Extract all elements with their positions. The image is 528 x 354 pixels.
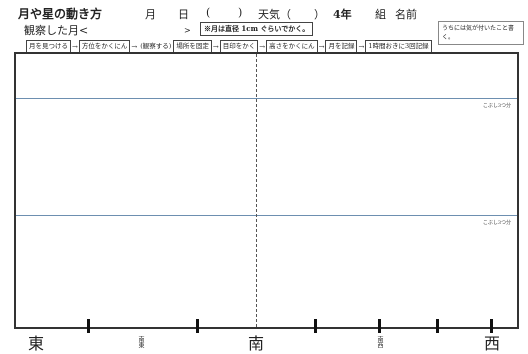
time-paren-open: (	[206, 6, 211, 19]
observed-moon-close: >	[184, 26, 191, 35]
month-label: 月	[145, 8, 156, 21]
south-center-line	[256, 54, 257, 327]
fist-label: こぶし3つ分	[482, 103, 511, 109]
observation-frame: こぶし3つ分 こぶし3つ分	[14, 52, 519, 329]
name-label: 名前	[395, 8, 417, 21]
fist-label: こぶし3つ分	[482, 220, 511, 226]
memo-box: うちには気が付いたこと書く。	[438, 21, 524, 45]
step-arrow-icon: →	[259, 42, 266, 51]
direction-east: 東	[28, 334, 45, 353]
direction-south: 南	[248, 334, 265, 353]
step-arrow-icon: →	[212, 42, 219, 51]
direction-tick	[490, 319, 493, 333]
direction-west: 西	[484, 334, 501, 353]
time-paren-close: )	[238, 6, 243, 19]
worksheet-title: 月や星の動き方	[18, 7, 103, 21]
step-3: (観察する)	[138, 41, 174, 52]
step-arrow-icon: →	[131, 42, 138, 51]
direction-tick	[436, 319, 439, 333]
observed-moon-label: 観察した月<	[24, 24, 89, 37]
direction-tick	[378, 319, 381, 333]
weather-close: ）	[314, 8, 325, 21]
direction-southeast: 南東	[137, 336, 144, 348]
height-guide-line	[16, 215, 517, 216]
direction-southwest: 南西	[376, 336, 383, 348]
day-label: 日	[178, 8, 189, 21]
direction-tick	[87, 319, 90, 333]
step-arrow-icon: →	[358, 42, 365, 51]
size-note: ※月は直径 1cm ぐらいでかく。	[200, 22, 314, 36]
height-guide-line	[16, 98, 517, 99]
grade-label: 4年	[333, 8, 352, 21]
step-arrow-icon: →	[318, 42, 325, 51]
direction-tick	[314, 319, 317, 333]
weather-label: 天気（	[258, 8, 291, 21]
class-label: 組	[375, 8, 386, 21]
direction-tick	[196, 319, 199, 333]
step-arrow-icon: →	[72, 42, 78, 51]
procedure-steps: 月を見つける → 方位をかくにん → (観察する) 場所を固定 → 目印をかく …	[26, 40, 432, 53]
